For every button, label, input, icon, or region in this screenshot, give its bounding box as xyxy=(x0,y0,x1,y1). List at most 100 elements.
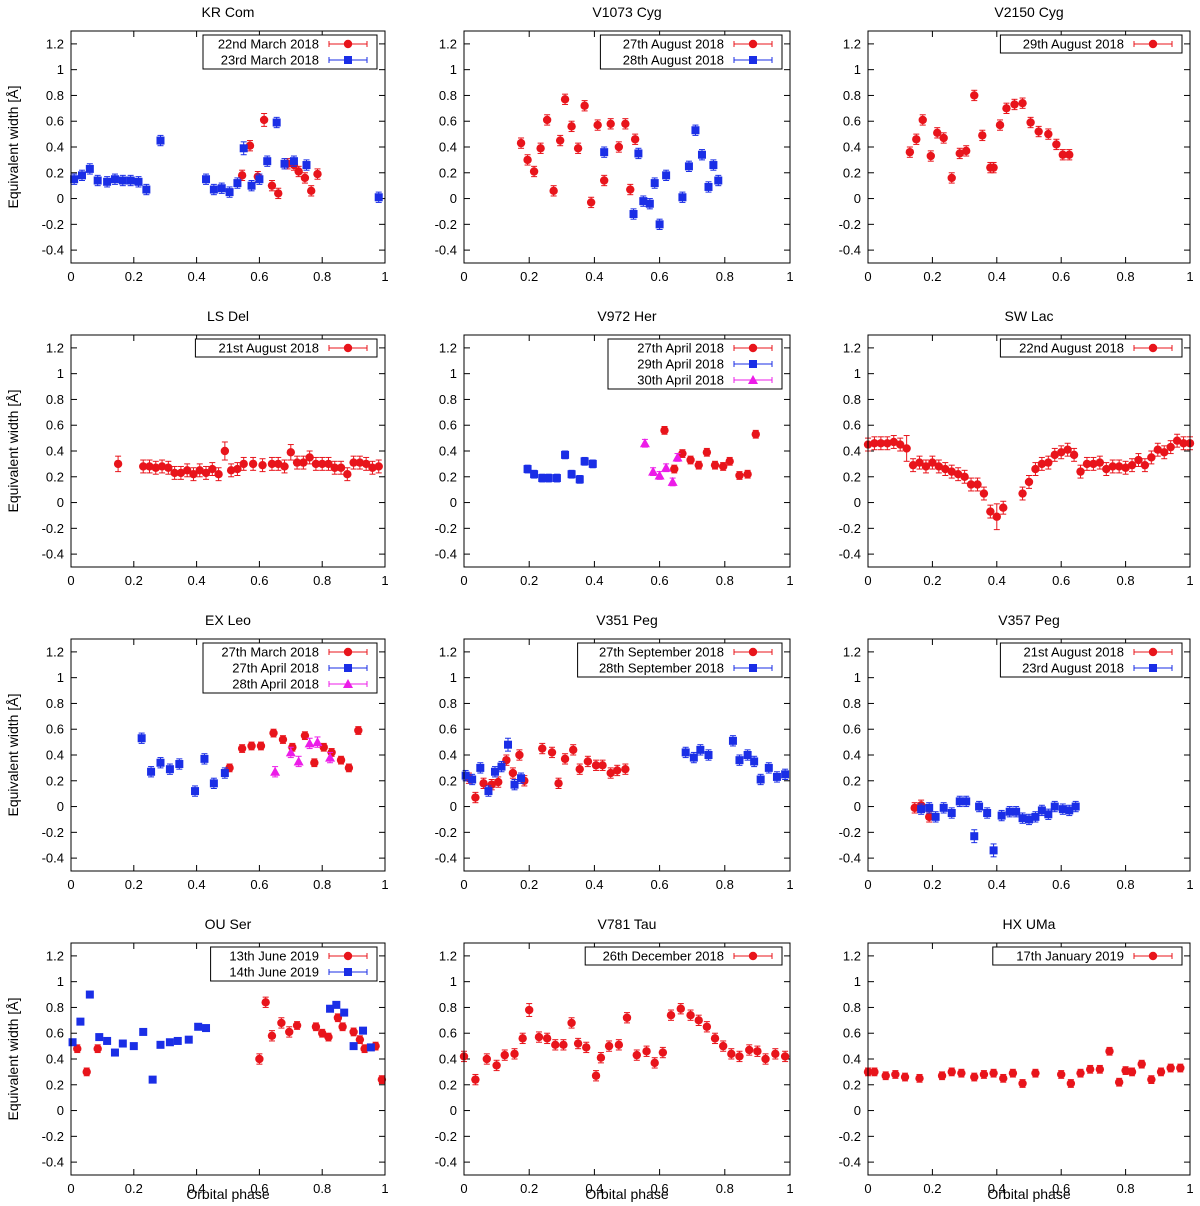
data-point xyxy=(145,462,154,471)
y-tick-label: -0.2 xyxy=(42,825,64,840)
data-point xyxy=(1147,453,1156,462)
y-tick-label: -0.4 xyxy=(42,1155,64,1170)
legend-marker xyxy=(1148,951,1158,961)
y-tick-label: 0.2 xyxy=(843,1077,861,1092)
x-tick-label: 0.2 xyxy=(125,269,143,284)
data-point xyxy=(312,737,323,747)
data-point xyxy=(941,464,950,474)
data-point xyxy=(349,1027,358,1037)
y-tick-label: 0.4 xyxy=(843,748,861,763)
data-point xyxy=(696,745,705,754)
data-point xyxy=(1095,458,1105,467)
legend-box xyxy=(194,338,378,358)
data-point xyxy=(538,744,547,753)
data-point xyxy=(1147,1075,1156,1084)
x-tick-label: 0 xyxy=(460,877,467,892)
data-point xyxy=(340,1008,349,1017)
x-tick-label: 0.6 xyxy=(651,1181,669,1196)
data-point xyxy=(630,135,640,144)
legend-label: 29th April 2018 xyxy=(637,357,724,372)
data-point xyxy=(586,198,596,207)
data-point xyxy=(896,440,905,449)
y-tick-label: 0.2 xyxy=(843,469,861,484)
data-point xyxy=(905,147,915,157)
y-tick-label: -0.2 xyxy=(435,521,457,536)
x-tick-label: 0 xyxy=(460,269,467,284)
data-point xyxy=(621,119,630,128)
data-point xyxy=(330,463,339,472)
y-tick-label: 0.6 xyxy=(46,722,64,737)
y-tick-label: 0 xyxy=(854,1103,861,1118)
y-tick-label: 0.2 xyxy=(843,773,861,788)
x-tick-label: 0.6 xyxy=(651,877,669,892)
data-point xyxy=(170,468,179,478)
data-point xyxy=(891,1070,900,1079)
data-point xyxy=(194,1022,203,1031)
y-tick-label: 1 xyxy=(57,670,64,685)
data-point xyxy=(73,1044,82,1053)
y-tick-label: -0.4 xyxy=(42,547,64,562)
data-point xyxy=(642,1047,651,1056)
legend-marker xyxy=(1148,39,1158,49)
data-point xyxy=(596,1053,606,1062)
x-tick-label: 1 xyxy=(381,1181,388,1196)
data-point xyxy=(735,1052,744,1061)
data-point xyxy=(1179,439,1188,448)
y-tick-label: 0.6 xyxy=(843,722,861,737)
legend-box xyxy=(999,338,1183,358)
data-point xyxy=(598,761,607,770)
y-tick-label: -0.4 xyxy=(42,243,64,258)
y-tick-label: 0 xyxy=(450,799,457,814)
plot-frame xyxy=(70,942,386,1176)
data-point xyxy=(555,136,565,145)
data-point xyxy=(326,1004,335,1013)
data-point xyxy=(718,1041,728,1051)
data-point xyxy=(1002,104,1011,113)
data-point xyxy=(259,115,269,125)
data-point xyxy=(310,758,319,767)
data-point xyxy=(157,462,167,471)
y-tick-label: 0.4 xyxy=(439,748,457,763)
legend-label: 14th June 2019 xyxy=(229,965,319,980)
data-point xyxy=(989,163,998,172)
y-tick-label: 0.8 xyxy=(439,696,457,711)
y-tick-label: 0.2 xyxy=(46,165,64,180)
data-point xyxy=(289,157,298,166)
x-tick-label: 0.8 xyxy=(1117,573,1135,588)
data-point xyxy=(567,1018,576,1028)
legend-marker xyxy=(1148,343,1158,353)
data-point xyxy=(714,176,723,185)
data-point xyxy=(1095,1065,1105,1074)
data-point xyxy=(606,119,615,128)
data-point xyxy=(1108,462,1117,471)
data-point xyxy=(588,459,597,468)
data-point xyxy=(336,463,346,472)
data-point xyxy=(626,185,635,194)
legend-marker xyxy=(1148,647,1158,657)
data-point xyxy=(118,1039,127,1048)
data-point xyxy=(1057,448,1066,457)
y-tick-label: 1.2 xyxy=(439,340,457,355)
data-point xyxy=(560,754,570,764)
data-point xyxy=(318,459,327,469)
data-point xyxy=(667,476,678,486)
x-tick-label: 0.4 xyxy=(188,573,206,588)
data-point xyxy=(915,1074,924,1083)
x-tick-label: 0.6 xyxy=(250,877,268,892)
y-tick-label: 0 xyxy=(57,1103,64,1118)
data-point xyxy=(202,175,211,184)
data-point xyxy=(694,1016,703,1025)
y-tick-label: 1.2 xyxy=(46,644,64,659)
y-tick-label: 0.6 xyxy=(46,114,64,129)
data-point xyxy=(1044,458,1053,467)
legend-marker xyxy=(749,56,757,64)
plot-frame xyxy=(867,942,1191,1176)
x-tick-label: 0.2 xyxy=(520,573,538,588)
data-point xyxy=(490,767,499,776)
x-tick-label: 1 xyxy=(381,573,388,588)
legend-marker xyxy=(749,360,757,368)
plot-frame xyxy=(867,334,1191,568)
